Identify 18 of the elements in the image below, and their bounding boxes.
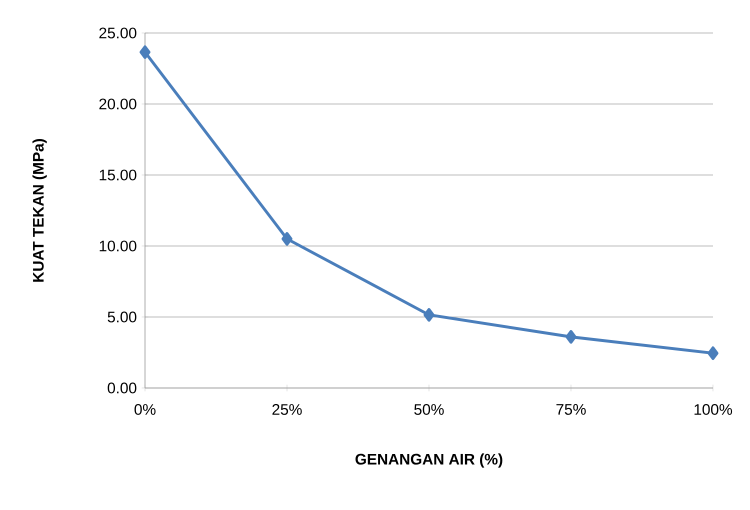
x-tick-label: 75% [556,404,586,415]
y-tick-label: 10.00 [100,240,136,252]
y-tick-label: 25.00 [99,28,136,38]
point [140,45,150,59]
x-axis-title: GENANGAN AIR (%) [356,453,502,468]
point [424,308,434,322]
point [566,330,576,344]
x-tick-label: 50% [414,404,444,415]
point [708,346,718,360]
x-tick-label: 0% [134,404,156,415]
point [282,232,292,246]
x-tick-label: 100% [694,404,732,415]
y-tick-label: 0.00 [108,382,136,394]
y-tick-label: 15.00 [100,170,136,180]
y-tick-label: 20.00 [99,98,136,110]
y-axis-title: KUAT TEKAN (MPa) [32,139,47,282]
y-tick-label: 5.00 [108,312,136,322]
x-tick-label: 25% [272,404,302,415]
